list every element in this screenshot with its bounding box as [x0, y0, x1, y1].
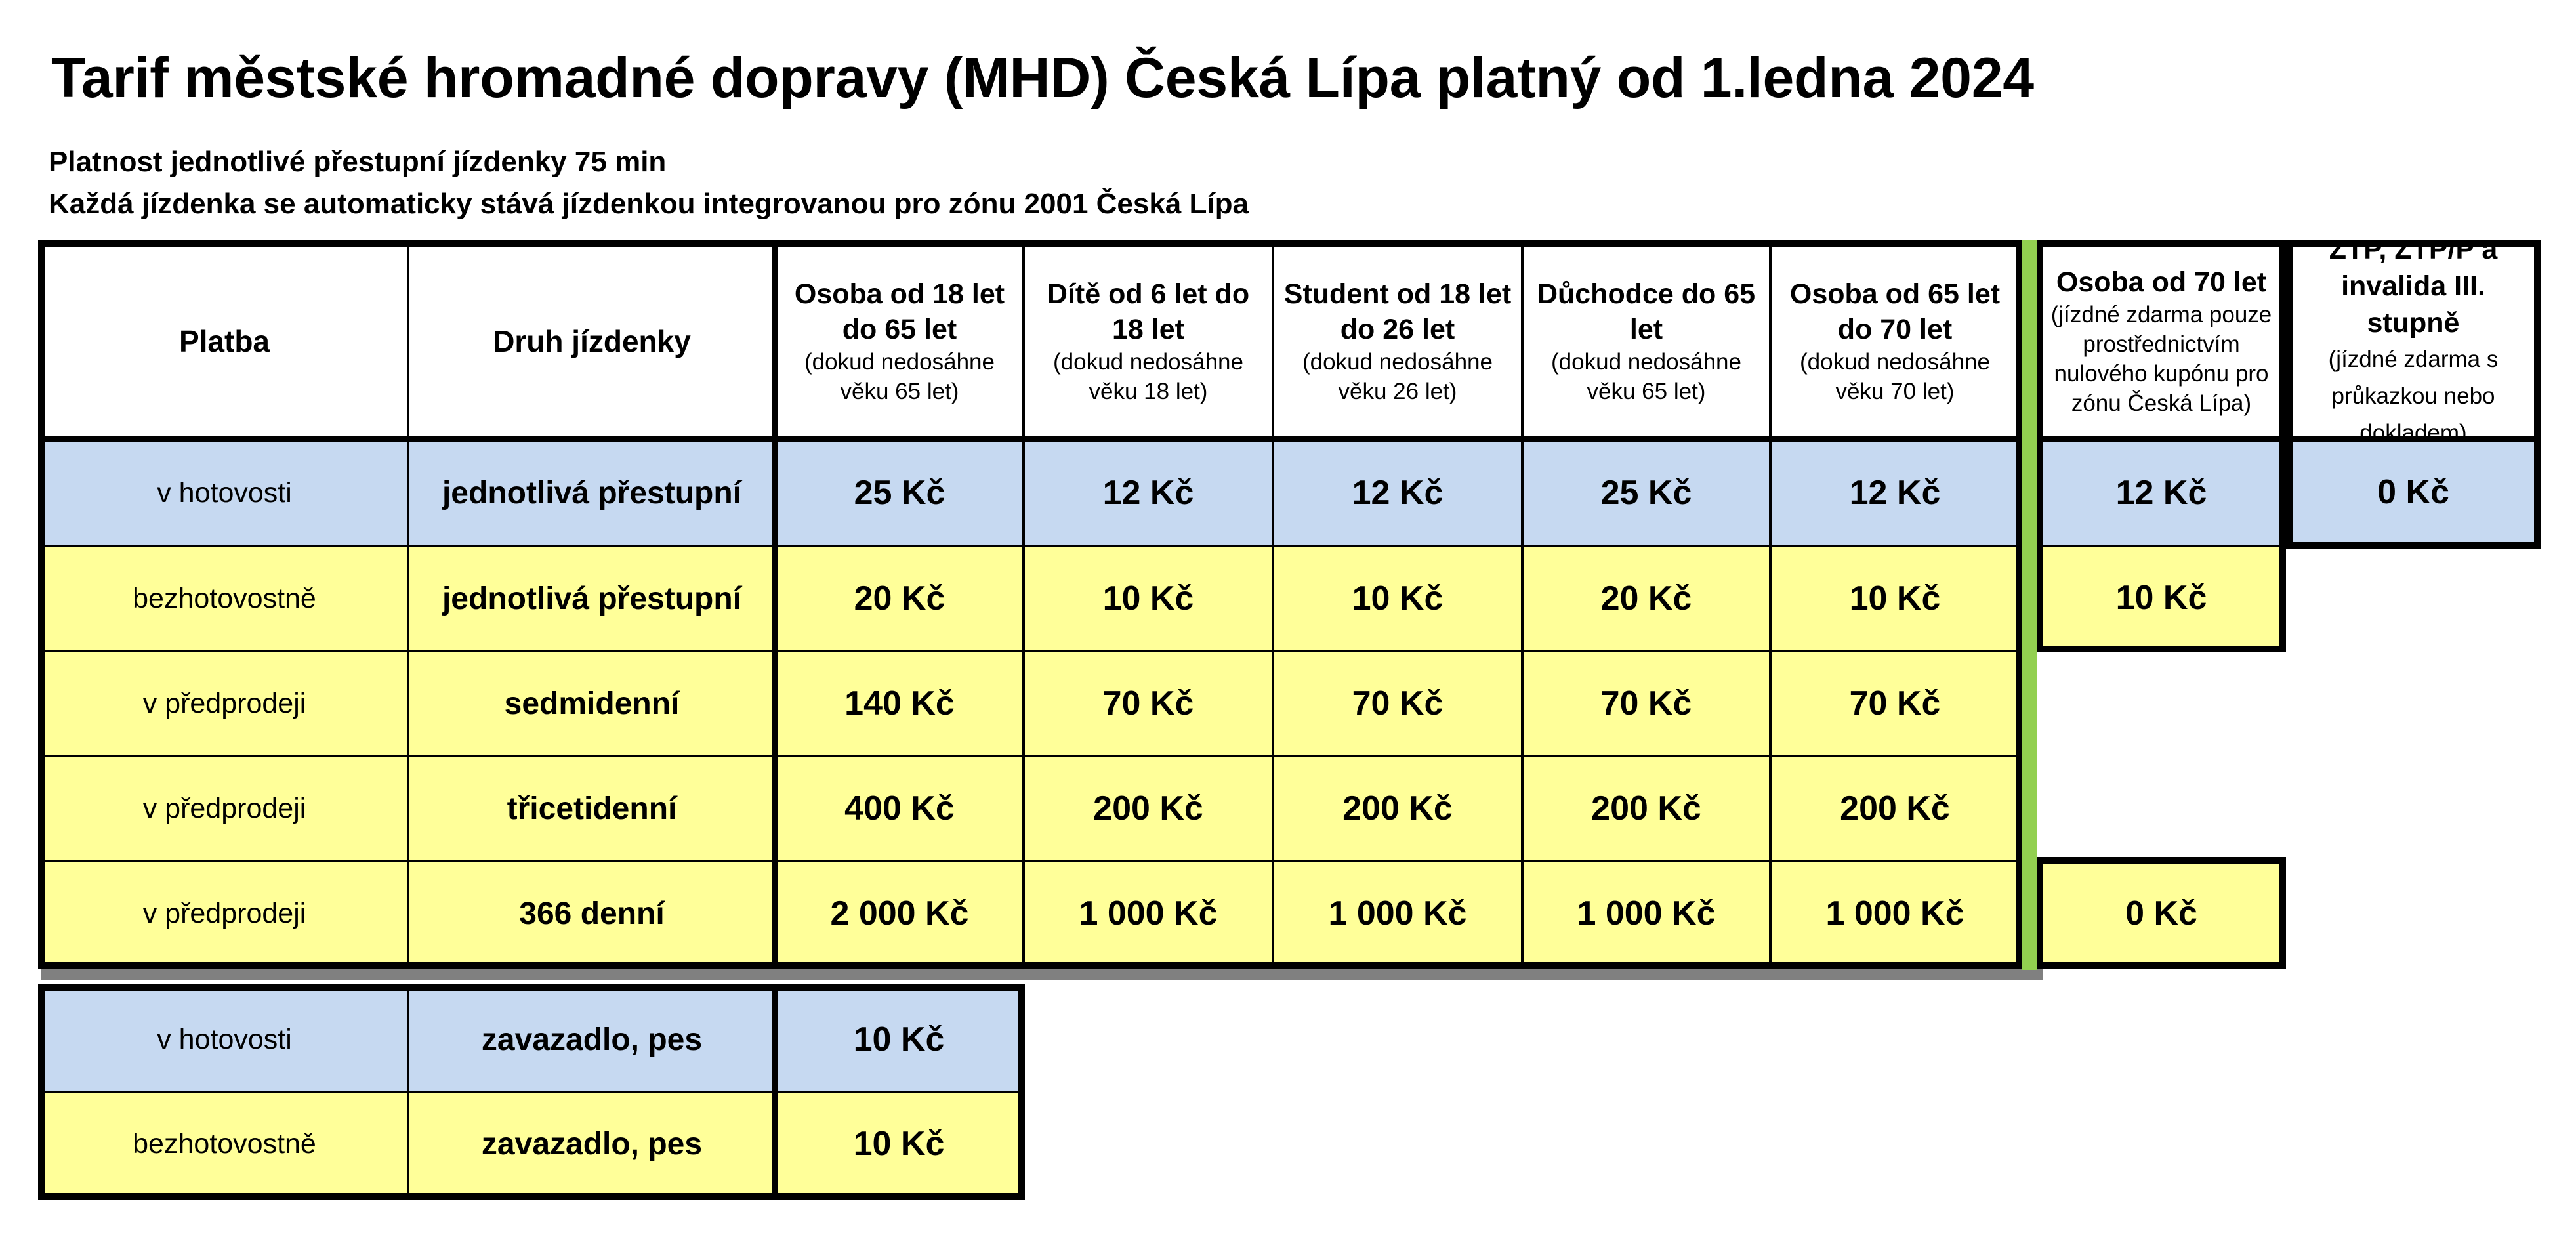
- validity-note: Platnost jednotlivé přestupní jízdenky 7…: [49, 146, 667, 178]
- header-ztp: ZTP, ZTP/P a invalida III. stupně (jízdn…: [2290, 243, 2537, 440]
- row-5-price-adult: 2 000 Kč: [776, 861, 1024, 966]
- header-senior-65: Osoba od 65 let do 70 let (dokud nedosáh…: [1770, 243, 2020, 440]
- row-3-payment: v předprodeji: [41, 651, 408, 756]
- green-separator: [2022, 240, 2037, 970]
- row-1-price-student: 12 Kč: [1273, 440, 1522, 546]
- row-2-payment: bezhotovostně: [41, 546, 408, 651]
- header-bottom-rule: [38, 436, 2022, 442]
- row-5-price-senior-65: 1 000 Kč: [1770, 861, 2020, 966]
- header-ticket-type: Druh jízdenky: [408, 243, 776, 440]
- luggage-1-type: zavazadlo, pes: [408, 987, 776, 1092]
- row-3-price-pensioner: 70 Kč: [1522, 651, 1770, 756]
- row-3-type: sedmidenní: [408, 651, 776, 756]
- price-block-left-rule: [772, 240, 778, 969]
- row-1-type: jednotlivá přestupní: [408, 440, 776, 546]
- row-4-price-adult: 400 Kč: [776, 756, 1024, 861]
- row-5-price-child: 1 000 Kč: [1024, 861, 1273, 966]
- row-2-price-adult: 20 Kč: [776, 546, 1024, 651]
- senior-70-price-annual: 0 Kč: [2039, 861, 2283, 966]
- row-2-price-pensioner: 20 Kč: [1522, 546, 1770, 651]
- row-4-payment: v předprodeji: [41, 756, 408, 861]
- luggage-price-rule: [772, 984, 778, 1200]
- row-1-price-pensioner: 25 Kč: [1522, 440, 1770, 546]
- senior-70-price-cashless: 10 Kč: [2039, 546, 2283, 650]
- row-5-price-student: 1 000 Kč: [1273, 861, 1522, 966]
- header-senior-70: Osoba od 70 let (jízdné zdarma pouze pro…: [2039, 243, 2283, 440]
- header-payment: Platba: [41, 243, 408, 440]
- page-title: Tarif městské hromadné dopravy (MHD) Čes…: [51, 47, 2034, 110]
- row-1-price-adult: 25 Kč: [776, 440, 1024, 546]
- row-5-price-pensioner: 1 000 Kč: [1522, 861, 1770, 966]
- ztp-price-cash: 0 Kč: [2290, 440, 2537, 545]
- row-4-price-student: 200 Kč: [1273, 756, 1522, 861]
- row-5-payment: v předprodeji: [41, 861, 408, 966]
- row-1-payment: v hotovosti: [41, 440, 408, 546]
- header-child: Dítě od 6 let do 18 let (dokud nedosáhne…: [1024, 243, 1273, 440]
- row-4-price-senior-65: 200 Kč: [1770, 756, 2020, 861]
- row-4-type: třicetidenní: [408, 756, 776, 861]
- header-student: Student od 18 let do 26 let (dokud nedos…: [1273, 243, 1522, 440]
- header-pensioner: Důchodce do 65 let (dokud nedosáhne věku…: [1522, 243, 1770, 440]
- row-3-price-student: 70 Kč: [1273, 651, 1522, 756]
- row-3-price-senior-65: 70 Kč: [1770, 651, 2020, 756]
- row-1-price-senior-65: 12 Kč: [1770, 440, 2020, 546]
- senior-70-price-cash: 12 Kč: [2039, 440, 2283, 546]
- luggage-2-type: zavazadlo, pes: [408, 1092, 776, 1196]
- row-3-price-adult: 140 Kč: [776, 651, 1024, 756]
- luggage-2-price: 10 Kč: [776, 1092, 1022, 1196]
- row-3-price-child: 70 Kč: [1024, 651, 1273, 756]
- ztp-header-rule: [2286, 436, 2541, 442]
- senior-70-header-rule: [2037, 436, 2286, 442]
- row-2-price-senior-65: 10 Kč: [1770, 546, 2020, 651]
- row-4-price-pensioner: 200 Kč: [1522, 756, 1770, 861]
- luggage-1-payment: v hotovosti: [41, 987, 408, 1092]
- row-2-price-child: 10 Kč: [1024, 546, 1273, 651]
- row-1-price-child: 12 Kč: [1024, 440, 1273, 546]
- luggage-2-payment: bezhotovostně: [41, 1092, 408, 1196]
- header-adult: Osoba od 18 let do 65 let (dokud nedosáh…: [776, 243, 1024, 440]
- luggage-1-price: 10 Kč: [776, 987, 1022, 1092]
- row-2-type: jednotlivá přestupní: [408, 546, 776, 651]
- row-2-price-student: 10 Kč: [1273, 546, 1522, 651]
- integration-note: Každá jízdenka se automaticky stává jízd…: [49, 188, 1249, 220]
- table-shadow-bottom: [41, 969, 2043, 980]
- row-4-price-child: 200 Kč: [1024, 756, 1273, 861]
- row-5-type: 366 denní: [408, 861, 776, 966]
